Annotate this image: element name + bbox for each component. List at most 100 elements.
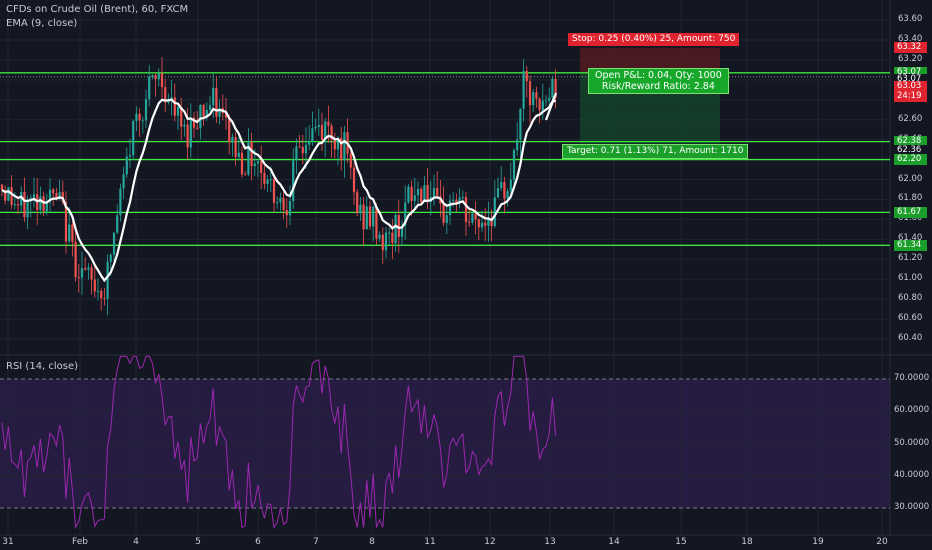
up-candle[interactable]: [295, 146, 298, 160]
up-candle[interactable]: [20, 191, 23, 206]
down-candle[interactable]: [77, 277, 80, 279]
up-candle[interactable]: [541, 100, 544, 111]
up-candle[interactable]: [151, 75, 154, 77]
ema-legend[interactable]: EMA (9, close): [6, 18, 78, 29]
down-candle[interactable]: [298, 146, 301, 148]
down-candle[interactable]: [250, 141, 253, 167]
down-candle[interactable]: [0, 184, 4, 191]
down-candle[interactable]: [340, 137, 343, 161]
down-candle[interactable]: [282, 197, 285, 211]
open-pl-box[interactable]: Open P&L: 0.04, Qty: 1000 Risk/Reward Ra…: [588, 68, 729, 94]
down-candle[interactable]: [52, 189, 55, 194]
down-candle[interactable]: [16, 204, 20, 206]
down-candle[interactable]: [426, 185, 429, 203]
up-candle[interactable]: [516, 139, 519, 151]
up-candle[interactable]: [266, 179, 269, 184]
down-candle[interactable]: [84, 268, 87, 270]
down-candle[interactable]: [420, 188, 423, 203]
down-candle[interactable]: [368, 206, 372, 227]
up-candle[interactable]: [26, 200, 29, 218]
up-candle[interactable]: [208, 105, 212, 110]
up-candle[interactable]: [471, 213, 474, 223]
up-candle[interactable]: [279, 197, 282, 203]
down-candle[interactable]: [64, 202, 68, 242]
down-candle[interactable]: [42, 196, 45, 212]
up-candle[interactable]: [416, 188, 420, 196]
up-candle[interactable]: [496, 187, 500, 198]
up-candle[interactable]: [458, 197, 461, 204]
down-candle[interactable]: [490, 219, 493, 227]
down-candle[interactable]: [410, 186, 413, 201]
up-candle[interactable]: [407, 186, 410, 203]
down-candle[interactable]: [285, 210, 288, 216]
down-candle[interactable]: [244, 174, 247, 176]
down-candle[interactable]: [224, 113, 228, 118]
up-candle[interactable]: [128, 155, 132, 157]
down-candle[interactable]: [202, 104, 205, 117]
up-candle[interactable]: [317, 124, 320, 127]
up-candle[interactable]: [269, 179, 272, 181]
down-candle[interactable]: [173, 97, 176, 116]
up-candle[interactable]: [176, 106, 180, 116]
up-candle[interactable]: [423, 185, 426, 203]
down-candle[interactable]: [154, 75, 157, 80]
up-candle[interactable]: [32, 194, 36, 198]
down-candle[interactable]: [330, 125, 333, 140]
up-candle[interactable]: [288, 201, 292, 216]
up-candle[interactable]: [116, 215, 119, 233]
down-candle[interactable]: [474, 213, 477, 220]
down-candle[interactable]: [468, 221, 471, 223]
up-candle[interactable]: [506, 191, 509, 199]
down-candle[interactable]: [74, 241, 77, 278]
up-candle[interactable]: [311, 128, 314, 142]
down-candle[interactable]: [484, 222, 487, 226]
up-candle[interactable]: [324, 121, 327, 140]
up-candle[interactable]: [87, 267, 90, 270]
up-candle[interactable]: [199, 104, 202, 129]
down-candle[interactable]: [138, 113, 141, 121]
candlesticks[interactable]: [0, 57, 557, 316]
up-candle[interactable]: [480, 222, 484, 228]
up-candle[interactable]: [519, 108, 522, 140]
up-candle[interactable]: [157, 73, 160, 80]
up-candle[interactable]: [304, 144, 308, 154]
down-candle[interactable]: [10, 187, 13, 205]
up-candle[interactable]: [532, 92, 535, 106]
down-candle[interactable]: [538, 98, 541, 111]
up-candle[interactable]: [148, 76, 151, 100]
up-candle[interactable]: [404, 202, 407, 226]
up-candle[interactable]: [247, 141, 250, 175]
up-candle[interactable]: [132, 120, 135, 156]
down-candle[interactable]: [528, 81, 532, 106]
up-candle[interactable]: [80, 268, 84, 278]
down-candle[interactable]: [381, 234, 384, 251]
down-candle[interactable]: [215, 87, 218, 117]
up-candle[interactable]: [493, 197, 496, 227]
up-candle[interactable]: [365, 206, 368, 230]
up-candle[interactable]: [218, 108, 221, 117]
down-candle[interactable]: [192, 117, 196, 128]
down-candle[interactable]: [186, 124, 189, 148]
target-label[interactable]: Target: 0.71 (1.13%) 71, Amount: 1710: [562, 144, 749, 159]
up-candle[interactable]: [205, 109, 208, 117]
down-candle[interactable]: [525, 70, 528, 82]
up-candle[interactable]: [141, 120, 144, 122]
up-candle[interactable]: [45, 202, 48, 212]
up-candle[interactable]: [452, 199, 455, 201]
up-candle[interactable]: [119, 188, 122, 216]
down-candle[interactable]: [272, 179, 276, 203]
down-candle[interactable]: [333, 139, 336, 150]
up-candle[interactable]: [461, 197, 464, 199]
up-candle[interactable]: [7, 187, 10, 201]
down-candle[interactable]: [320, 124, 324, 140]
up-candle[interactable]: [448, 200, 452, 216]
up-candle[interactable]: [388, 232, 391, 234]
down-candle[interactable]: [391, 232, 394, 244]
up-candle[interactable]: [314, 126, 317, 129]
up-candle[interactable]: [343, 132, 346, 161]
up-candle[interactable]: [500, 181, 503, 188]
up-candle[interactable]: [256, 161, 260, 164]
symbol-title[interactable]: CFDs on Crude Oil (Brent), 60, FXCM: [6, 4, 189, 15]
stop-label[interactable]: Stop: 0.25 (0.40%) 25, Amount: 750: [568, 33, 740, 46]
down-candle[interactable]: [90, 267, 93, 280]
